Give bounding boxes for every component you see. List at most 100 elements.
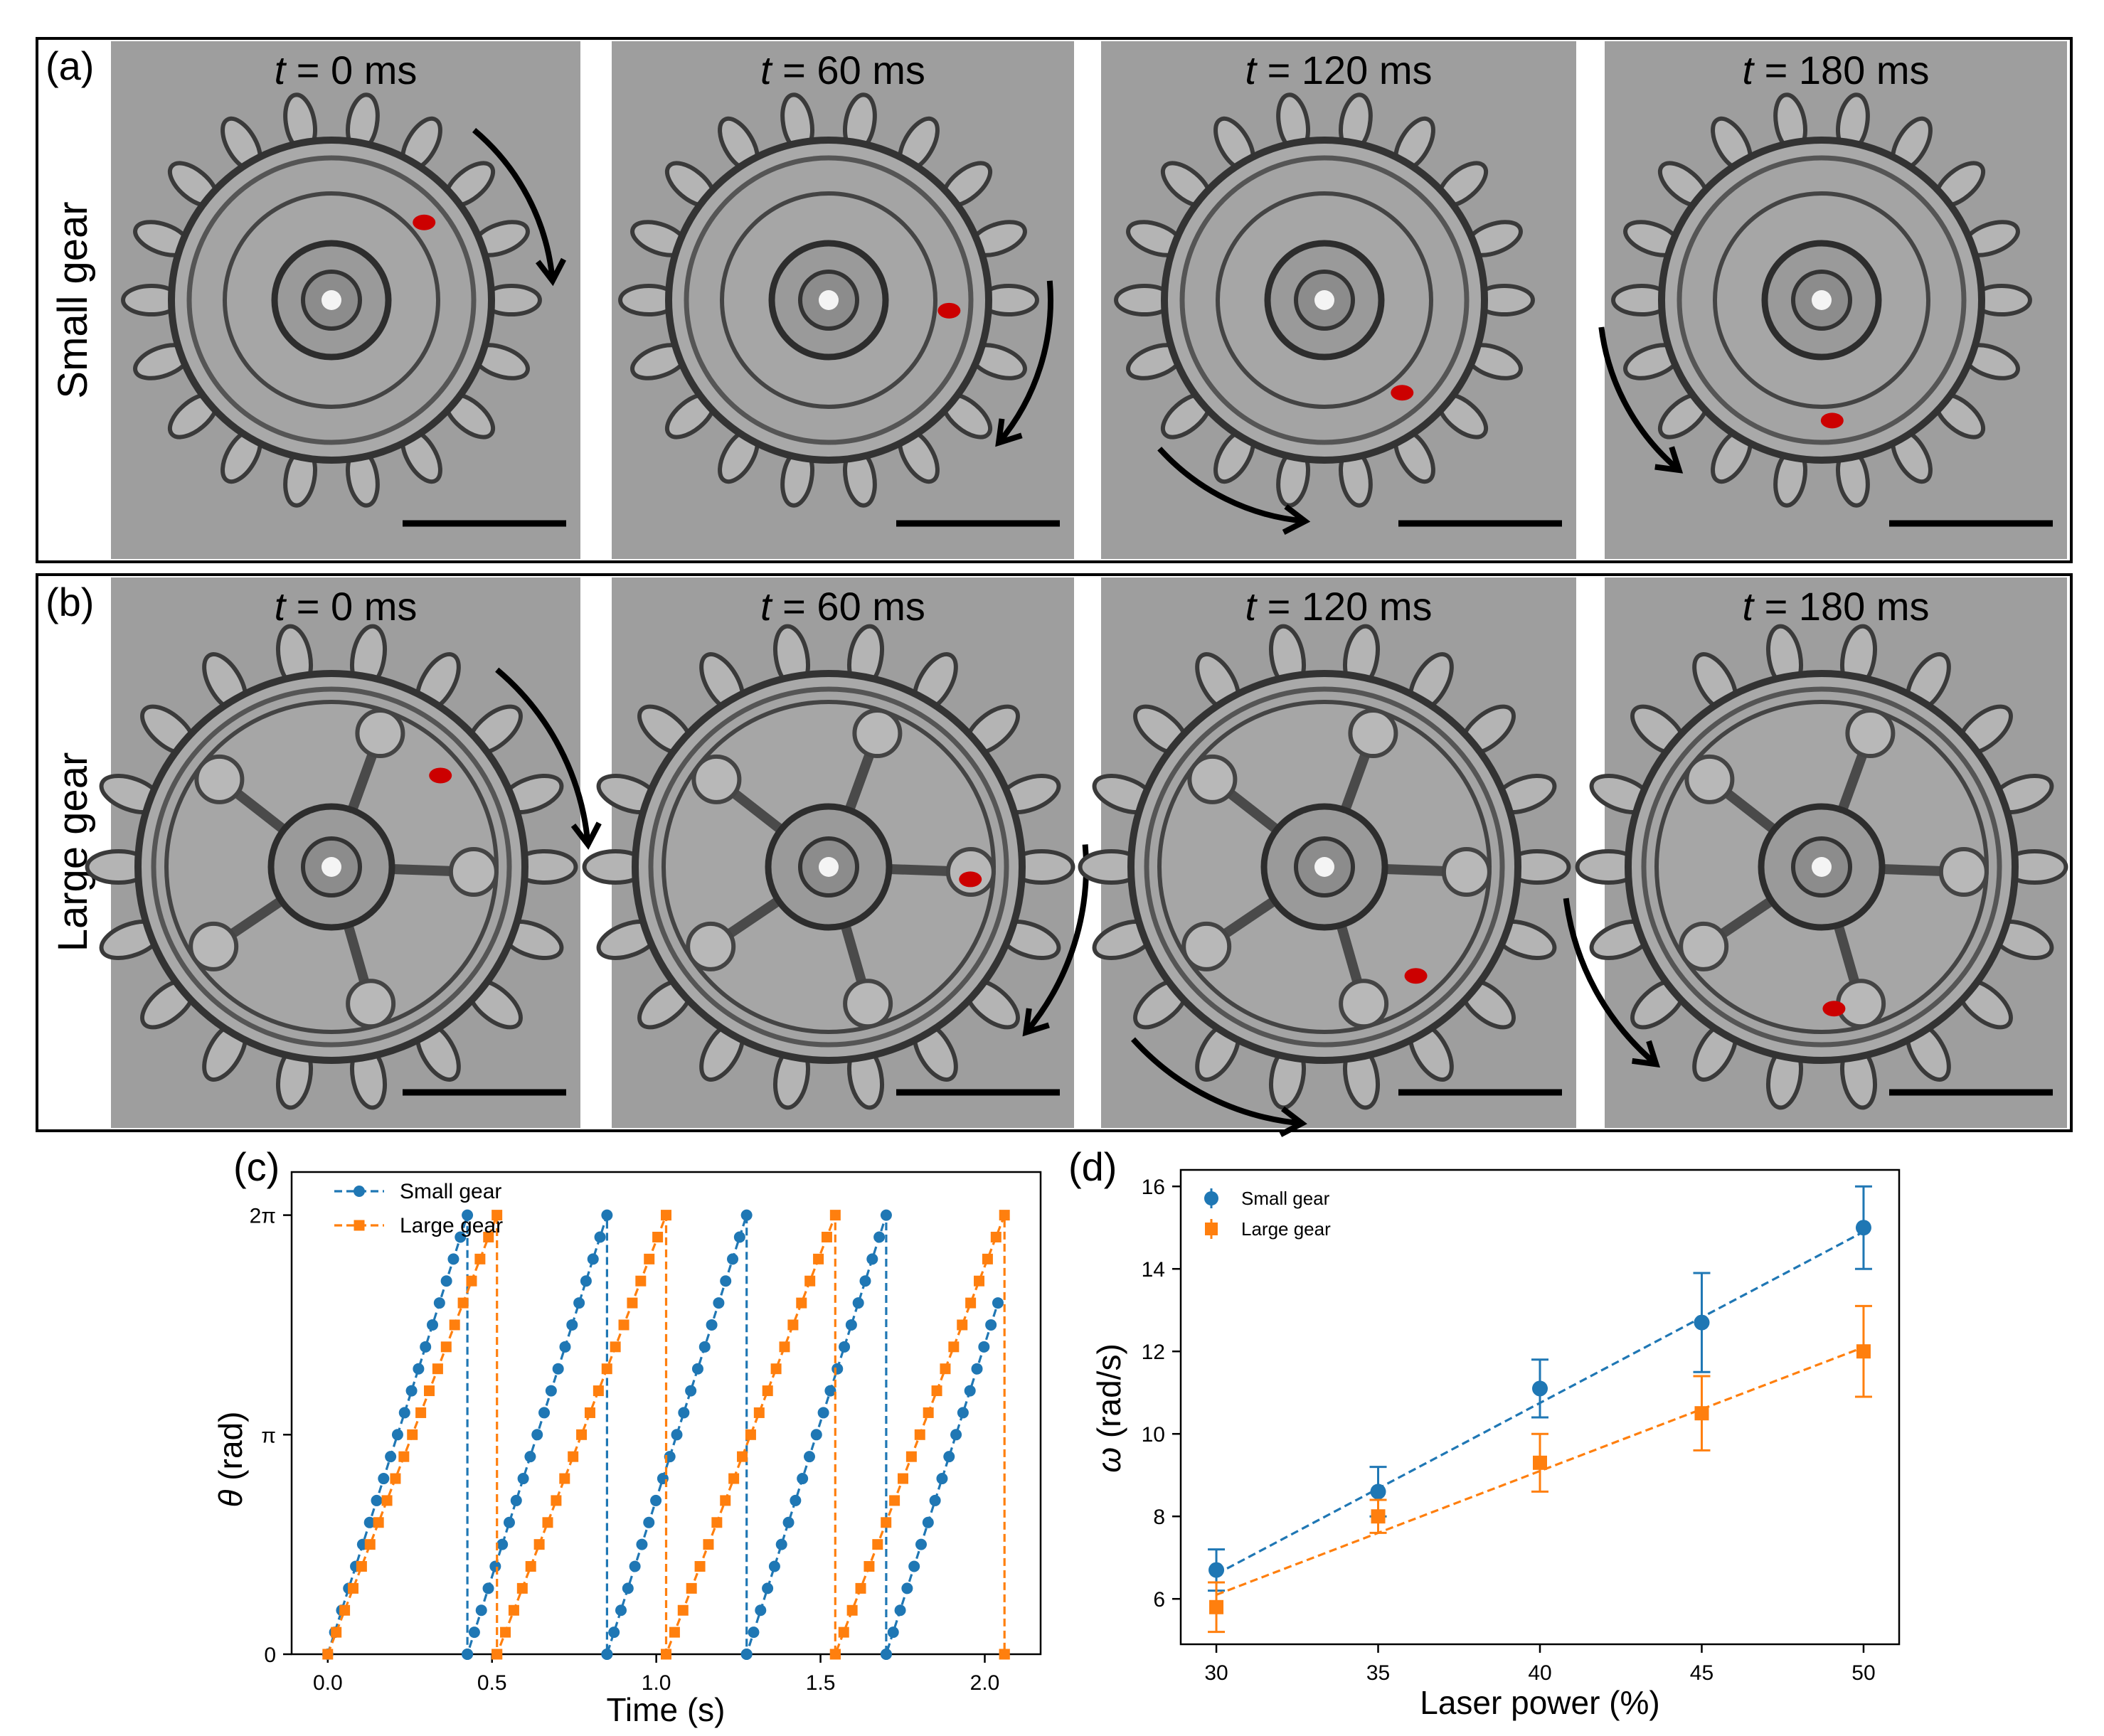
data-point — [576, 1429, 588, 1440]
data-point — [866, 1253, 878, 1265]
data-point — [449, 1319, 460, 1331]
time-symbol: t — [1742, 48, 1755, 92]
data-point — [901, 1582, 913, 1594]
gear-spoke-knob — [1679, 921, 1729, 971]
data-point — [398, 1407, 410, 1419]
x-tick-label: 1.5 — [806, 1671, 836, 1695]
legend: Small gear Large gear — [334, 1180, 503, 1237]
micrograph-frame: t = 120 ms — [1101, 41, 1576, 559]
y-axis-symbol: θ — [212, 1489, 249, 1507]
data-point — [573, 1297, 585, 1309]
legend: Small gear Large gear — [1204, 1188, 1331, 1240]
data-point — [475, 1604, 487, 1617]
data-point — [433, 1297, 445, 1309]
data-point — [629, 1560, 641, 1572]
data-point — [677, 1604, 689, 1616]
data-point — [474, 1253, 486, 1264]
gear-spoke-knob — [1441, 846, 1492, 897]
row-label-small-gear: Small gear — [50, 201, 96, 398]
data-point — [566, 1319, 578, 1331]
data-point — [1694, 1406, 1709, 1421]
data-point — [804, 1275, 816, 1287]
data-point — [992, 1297, 1004, 1309]
gear-spoke-knob — [1938, 846, 1989, 897]
data-point — [985, 1319, 997, 1331]
data-point — [691, 1363, 703, 1375]
legend-label: Large gear — [400, 1214, 503, 1237]
rotation-arrow — [1131, 1037, 1302, 1127]
row-large-gear: (b) Large gear t = 0 ms t = 60 ms t = 120 … — [36, 573, 2073, 1137]
data-point — [943, 1451, 955, 1463]
data-point — [381, 1495, 393, 1506]
time-value: = 0 ms — [285, 584, 417, 629]
data-point — [745, 1429, 756, 1440]
data-point — [391, 1429, 403, 1441]
rotation-arrow — [495, 667, 591, 845]
data-point — [737, 1451, 748, 1462]
data-point — [703, 1539, 714, 1550]
data-point — [661, 1210, 671, 1221]
rotation-arrow-head — [535, 257, 567, 287]
row-small-gear: (a) Small gear t = 0 ms t = 60 ms t = 120 … — [36, 37, 2073, 563]
data-point — [608, 1626, 620, 1639]
data-point — [468, 1626, 480, 1639]
rotation-arrow-head — [1282, 504, 1311, 536]
data-point — [398, 1451, 410, 1462]
gear-spoke-knob — [346, 979, 396, 1029]
data-point — [839, 1341, 851, 1353]
y-tick-label: 0 — [264, 1644, 276, 1667]
data-point — [779, 1341, 790, 1353]
data-point — [797, 1473, 809, 1485]
time-label: t = 120 ms — [1245, 584, 1432, 629]
time-symbol: t — [760, 584, 773, 629]
data-point — [618, 1319, 629, 1331]
y-tick-label: 2π — [250, 1205, 276, 1228]
data-point — [652, 1231, 664, 1242]
data-point — [516, 1582, 528, 1594]
data-point — [1371, 1509, 1386, 1524]
x-tick-label: 40 — [1528, 1661, 1551, 1685]
gear-spoke-knob — [686, 921, 736, 971]
panel-label-d: (d) — [1068, 1144, 1117, 1189]
data-point — [322, 1649, 334, 1660]
rotation-arrow — [1563, 898, 1658, 1067]
data-point — [914, 1429, 925, 1440]
data-point — [483, 1231, 494, 1242]
data-point — [845, 1319, 857, 1331]
data-point — [373, 1517, 384, 1528]
x-tick-label: 1.0 — [642, 1671, 671, 1695]
data-point — [1855, 1220, 1871, 1236]
data-point — [720, 1495, 731, 1506]
data-point — [650, 1494, 662, 1506]
data-point — [622, 1582, 634, 1594]
data-point — [503, 1516, 515, 1528]
x-tick-label: 0.5 — [477, 1671, 507, 1695]
time-label: t = 60 ms — [760, 584, 925, 629]
data-point — [948, 1341, 960, 1353]
data-point — [711, 1517, 723, 1528]
gear-axle-highlight — [1314, 857, 1334, 877]
data-point — [706, 1319, 718, 1331]
y-tick-label: 12 — [1142, 1341, 1165, 1364]
data-point — [1208, 1562, 1225, 1578]
time-label: t = 120 ms — [1245, 48, 1432, 92]
data-point — [770, 1363, 782, 1375]
data-point — [457, 1297, 469, 1309]
data-point — [390, 1473, 401, 1484]
time-symbol: t — [275, 48, 287, 92]
rotation-arrow — [1598, 326, 1681, 473]
rotation-arrow — [996, 280, 1053, 445]
gear-spoke-knob — [188, 921, 239, 971]
data-point — [740, 1209, 753, 1221]
data-point — [889, 1495, 900, 1506]
y-tick-label: π — [261, 1424, 276, 1447]
gear-axle-highlight — [819, 290, 839, 310]
gear-spoke-knob — [1684, 754, 1735, 804]
time-label: t = 180 ms — [1742, 48, 1929, 92]
row-label-large-gear: Large gear — [50, 752, 96, 952]
legend-label: Large gear — [1241, 1218, 1331, 1240]
tracking-marker — [1404, 968, 1428, 984]
axis-ticks: 0.0 0.5 1.0 1.5 2.0 0 π 2π — [250, 1205, 1000, 1695]
data-point — [593, 1385, 604, 1397]
data-point — [462, 1649, 474, 1660]
